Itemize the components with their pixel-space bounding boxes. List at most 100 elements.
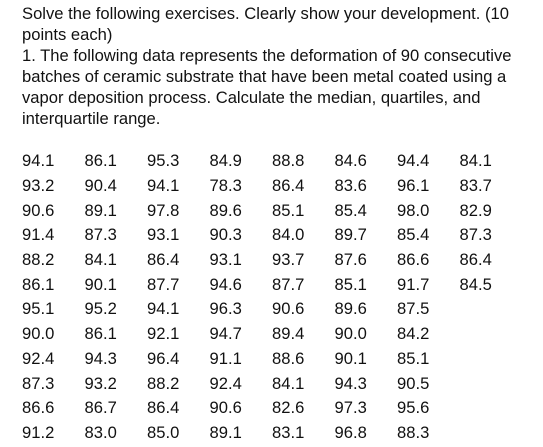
data-cell: 89.7 bbox=[334, 225, 367, 245]
data-row: 91.4 87.3 93.1 90.3 84.0 89.7 85.4 87.3 bbox=[22, 223, 522, 248]
data-cell: 86.4 bbox=[147, 250, 180, 270]
data-row: 92.4 94.3 96.4 91.1 88.6 90.1 85.1 bbox=[22, 347, 522, 372]
data-cell: 98.0 bbox=[397, 200, 430, 220]
data-cell: 93.1 bbox=[209, 250, 242, 270]
data-cell: 86.4 bbox=[459, 250, 492, 270]
data-row: 86.6 86.7 86.4 90.6 82.6 97.3 95.6 bbox=[22, 396, 522, 421]
deformation-data-table: 94.1 86.1 95.3 84.9 88.8 84.6 94.4 84.1 93.2 90.4… bbox=[22, 149, 522, 445]
data-cell: 84.0 bbox=[272, 225, 305, 245]
data-cell: 96.3 bbox=[209, 299, 242, 319]
data-cell: 82.9 bbox=[459, 200, 492, 220]
data-cell: 90.6 bbox=[209, 398, 242, 418]
data-cell: 94.3 bbox=[84, 348, 117, 368]
data-cell bbox=[460, 322, 523, 347]
data-cell: 89.4 bbox=[272, 324, 305, 344]
data-cell: 92.1 bbox=[147, 324, 180, 344]
data-cell: 91.2 bbox=[22, 422, 55, 442]
data-cell: 89.1 bbox=[84, 200, 117, 220]
instructions-paragraph: Solve the following exercises. Clearly s… bbox=[22, 3, 534, 45]
data-cell: 91.4 bbox=[22, 225, 55, 245]
data-cell: 90.5 bbox=[397, 373, 430, 393]
data-cell: 90.1 bbox=[84, 274, 117, 294]
data-cell: 90.0 bbox=[22, 324, 55, 344]
data-cell: 85.4 bbox=[334, 200, 367, 220]
data-cell: 90.3 bbox=[209, 225, 242, 245]
data-cell: 84.6 bbox=[334, 151, 367, 171]
data-cell: 84.1 bbox=[459, 151, 492, 171]
data-cell bbox=[460, 371, 523, 396]
data-cell: 86.6 bbox=[397, 250, 430, 270]
data-cell: 89.6 bbox=[334, 299, 367, 319]
data-cell: 88.3 bbox=[397, 422, 430, 442]
data-cell bbox=[460, 421, 523, 446]
data-cell: 94.3 bbox=[334, 373, 367, 393]
exercise-line: interquartile range. bbox=[22, 109, 161, 128]
data-cell: 78.3 bbox=[209, 176, 242, 196]
data-cell: 83.7 bbox=[459, 176, 492, 196]
data-cell: 95.2 bbox=[84, 299, 117, 319]
data-cell: 90.1 bbox=[334, 348, 367, 368]
data-row: 93.2 90.4 94.1 78.3 86.4 83.6 96.1 83.7 bbox=[22, 174, 522, 199]
data-cell: 85.4 bbox=[397, 225, 430, 245]
data-cell: 91.7 bbox=[397, 274, 430, 294]
data-cell: 84.9 bbox=[209, 151, 242, 171]
data-cell bbox=[460, 396, 523, 421]
data-cell: 94.6 bbox=[209, 274, 242, 294]
data-cell: 97.8 bbox=[147, 200, 180, 220]
data-cell: 95.3 bbox=[147, 151, 180, 171]
data-cell: 86.1 bbox=[84, 324, 117, 344]
data-cell: 94.4 bbox=[397, 151, 430, 171]
data-cell: 95.6 bbox=[397, 398, 430, 418]
data-cell: 86.4 bbox=[147, 398, 180, 418]
exercise-line: batches of ceramic substrate that have b… bbox=[22, 67, 507, 86]
data-cell bbox=[460, 297, 523, 322]
data-cell: 83.6 bbox=[334, 176, 367, 196]
data-cell: 85.0 bbox=[147, 422, 180, 442]
data-cell: 89.6 bbox=[209, 200, 242, 220]
exercise-line: vapor deposition process. Calculate the … bbox=[22, 88, 481, 107]
data-cell: 90.6 bbox=[22, 200, 55, 220]
data-row: 88.2 84.1 86.4 93.1 93.7 87.6 86.6 86.4 bbox=[22, 248, 522, 273]
data-row: 90.0 86.1 92.1 94.7 89.4 90.0 84.2 bbox=[22, 322, 522, 347]
data-cell: 94.7 bbox=[209, 324, 242, 344]
data-cell: 85.1 bbox=[334, 274, 367, 294]
data-cell: 96.1 bbox=[397, 176, 430, 196]
data-cell: 86.7 bbox=[84, 398, 117, 418]
data-cell: 88.8 bbox=[272, 151, 305, 171]
data-row: 90.6 89.1 97.8 89.6 85.1 85.4 98.0 82.9 bbox=[22, 198, 522, 223]
data-row: 86.1 90.1 87.7 94.6 87.7 85.1 91.7 84.5 bbox=[22, 272, 522, 297]
data-cell: 93.2 bbox=[84, 373, 117, 393]
data-cell: 92.4 bbox=[22, 348, 55, 368]
data-cell: 90.4 bbox=[84, 176, 117, 196]
data-cell: 93.7 bbox=[272, 250, 305, 270]
data-cell: 87.7 bbox=[147, 274, 180, 294]
data-row: 91.2 83.0 85.0 89.1 83.1 96.8 88.3 bbox=[22, 421, 522, 446]
data-cell: 92.4 bbox=[209, 373, 242, 393]
data-cell: 86.4 bbox=[272, 176, 305, 196]
data-cell: 96.8 bbox=[334, 422, 367, 442]
data-cell: 93.1 bbox=[147, 225, 180, 245]
data-row: 94.1 86.1 95.3 84.9 88.8 84.6 94.4 84.1 bbox=[22, 149, 522, 174]
data-cell: 97.3 bbox=[334, 398, 367, 418]
data-cell: 82.6 bbox=[272, 398, 305, 418]
data-cell: 87.3 bbox=[22, 373, 55, 393]
data-cell: 94.1 bbox=[147, 176, 180, 196]
data-cell: 88.2 bbox=[22, 250, 55, 270]
data-cell: 87.7 bbox=[272, 274, 305, 294]
data-row: 95.1 95.2 94.1 96.3 90.6 89.6 87.5 bbox=[22, 297, 522, 322]
data-cell: 90.0 bbox=[334, 324, 367, 344]
data-cell: 88.6 bbox=[272, 348, 305, 368]
data-table-body: 94.1 86.1 95.3 84.9 88.8 84.6 94.4 84.1 93.2 90.4… bbox=[22, 149, 522, 445]
data-cell: 87.3 bbox=[84, 225, 117, 245]
data-cell: 89.1 bbox=[209, 422, 242, 442]
data-cell: 91.1 bbox=[209, 348, 242, 368]
data-cell: 83.0 bbox=[84, 422, 117, 442]
data-cell: 85.1 bbox=[272, 200, 305, 220]
data-cell: 85.1 bbox=[397, 348, 430, 368]
data-cell: 86.1 bbox=[84, 151, 117, 171]
exercise-1-paragraph: 1. The following data represents the def… bbox=[22, 45, 534, 129]
data-cell: 96.4 bbox=[147, 348, 180, 368]
data-cell: 94.1 bbox=[147, 299, 180, 319]
data-cell: 84.5 bbox=[459, 274, 492, 294]
